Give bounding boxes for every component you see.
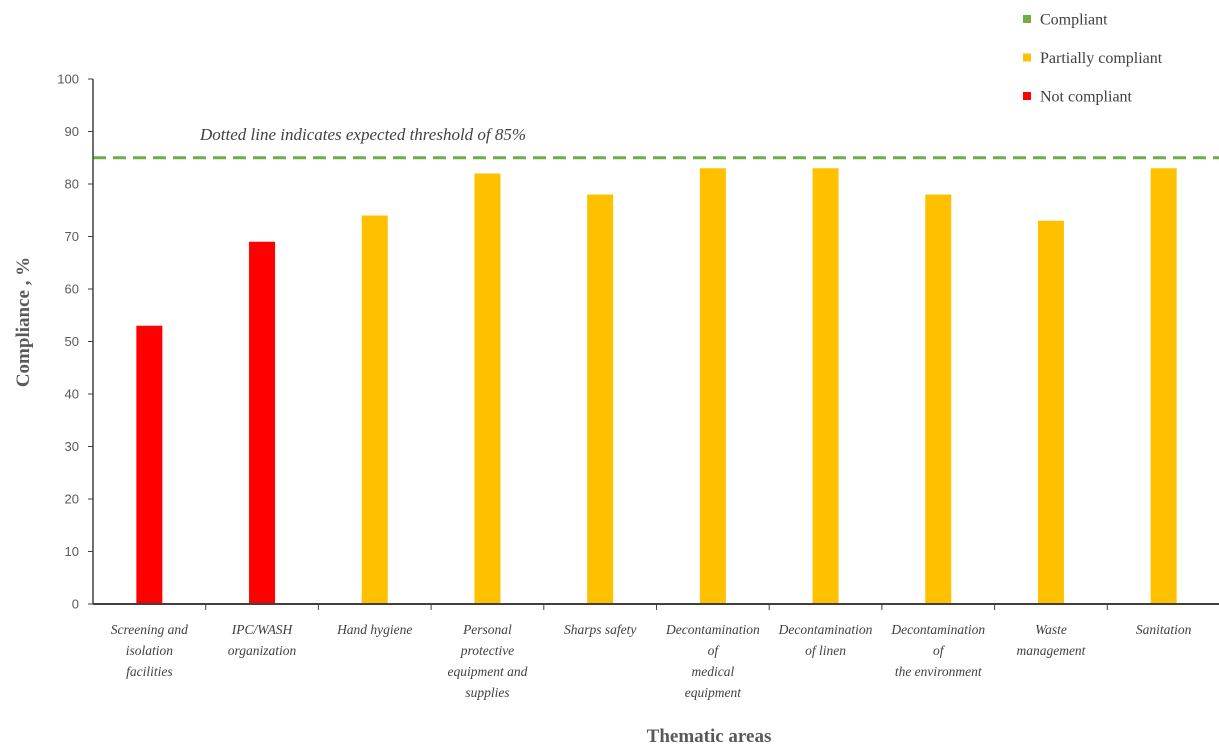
x-tick-label-line: Waste (1035, 622, 1067, 637)
x-tick-label: Sharps safety (564, 622, 636, 637)
x-tick-label-line: equipment (685, 685, 742, 700)
x-tick-label: Personal protective equipment and supplies (448, 622, 528, 700)
x-axis: Screening and isolation facilities IPC/WASH… (93, 603, 1219, 700)
x-tick-label-line: the environment (895, 664, 983, 679)
bar (249, 241, 276, 604)
x-tick-label-line: Sanitation (1136, 622, 1192, 637)
x-tick-label-line: management (1016, 643, 1086, 658)
y-tick-label: 60 (65, 282, 79, 297)
y-axis-title: Compliance , % (13, 257, 34, 387)
legend-swatch (1023, 53, 1031, 62)
y-tick-label: 90 (65, 124, 79, 139)
y-tick-label: 30 (65, 439, 79, 454)
x-tick-label-line: Sharps safety (564, 622, 636, 637)
x-tick-label-line: IPC/WASH (231, 622, 294, 637)
x-tick-label-line: medical (691, 664, 734, 679)
bar (587, 194, 614, 604)
bar (1037, 220, 1064, 604)
x-tick-label-line: Decontamination (665, 622, 760, 637)
x-tick-label-line: protective (460, 643, 514, 658)
x-tick-label-line: Decontamination (890, 622, 985, 637)
bar (1150, 168, 1177, 604)
x-tick-label-line: of linen (805, 643, 846, 658)
x-tick-label: Decontamination of medical equipment (665, 622, 760, 700)
y-tick-label: 10 (65, 544, 79, 559)
bar (474, 173, 501, 604)
bar (925, 194, 952, 604)
y-tick-label: 80 (65, 177, 79, 192)
bar (699, 168, 726, 604)
x-tick-label: Decontamination of linen (778, 622, 873, 658)
x-tick-label-line: facilities (126, 664, 173, 679)
x-tick-label-line: Screening and (111, 622, 188, 637)
legend-label: Compliant (1040, 12, 1108, 29)
x-tick-label-line: Decontamination (778, 622, 873, 637)
legend-swatch (1023, 15, 1031, 23)
y-tick-label: 0 (72, 597, 79, 612)
x-tick-label-line: equipment and (448, 664, 528, 679)
legend-label: Partially compliant (1040, 50, 1163, 67)
bar (136, 325, 163, 604)
y-tick-label: 40 (65, 387, 79, 402)
x-tick-label-line: isolation (126, 643, 174, 658)
x-tick-label: Sanitation (1136, 622, 1192, 637)
legend-label: Not compliant (1040, 89, 1133, 106)
bars-group (136, 168, 1177, 604)
bar (361, 215, 388, 604)
x-tick-label-line: organization (228, 643, 297, 658)
x-tick-label: Hand hygiene (336, 622, 412, 637)
y-tick-label: 100 (57, 72, 79, 87)
x-tick-label-line: of (933, 643, 946, 658)
legend-swatch (1023, 92, 1031, 100)
y-tick-label: 70 (65, 229, 79, 244)
x-tick-label: Decontamination of the environment (890, 622, 985, 679)
chart-legend: Compliant Partially compliant Not complian… (1023, 12, 1163, 106)
x-tick-label: Screening and isolation facilities (111, 622, 188, 679)
y-tick-label: 50 (65, 334, 79, 349)
x-tick-label: IPC/WASH organization (228, 622, 297, 658)
x-tick-label-line: supplies (465, 685, 509, 700)
y-axis: 0 10 20 30 40 50 60 70 80 90 100 (57, 72, 94, 612)
x-tick-label-line: of (708, 643, 721, 658)
x-tick-label: Waste management (1016, 622, 1086, 658)
x-axis-title: Thematic areas (647, 726, 772, 744)
x-tick-label-line: Hand hygiene (336, 622, 412, 637)
threshold-note: Dotted line indicates expected threshold… (199, 125, 526, 144)
bar (812, 168, 839, 604)
y-tick-label: 20 (65, 492, 79, 507)
x-tick-label-line: Personal (462, 622, 512, 637)
